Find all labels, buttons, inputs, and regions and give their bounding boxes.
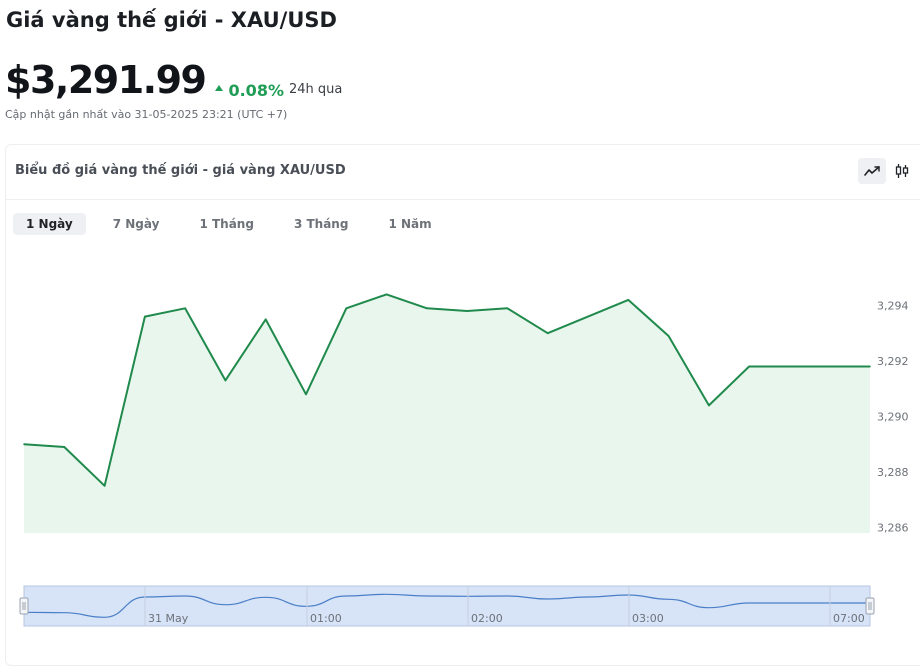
data-point bbox=[748, 365, 750, 368]
candlestick-button[interactable] bbox=[888, 158, 916, 184]
line-chart-button[interactable] bbox=[858, 158, 886, 184]
current-price: $3,291.99 bbox=[5, 58, 207, 102]
data-point bbox=[466, 310, 468, 312]
y-tick-label: 3,294 bbox=[877, 300, 909, 313]
data-point bbox=[828, 365, 831, 368]
navigator-label: 02:00 bbox=[471, 612, 503, 625]
data-point bbox=[184, 307, 186, 310]
data-point bbox=[627, 299, 630, 301]
arrow-up-icon bbox=[215, 85, 224, 91]
change-period: 24h qua bbox=[288, 82, 343, 97]
data-point bbox=[546, 332, 549, 335]
candlestick-icon bbox=[895, 164, 909, 178]
change-percent: 0.08% bbox=[228, 80, 284, 100]
navigator-label: 01:00 bbox=[310, 612, 342, 625]
navigator-label: 07:00 bbox=[833, 612, 865, 625]
y-tick-label: 3,290 bbox=[877, 411, 909, 424]
tab-7-days[interactable]: 7 Ngày bbox=[112, 217, 160, 231]
price-change: 0.08% bbox=[215, 81, 284, 100]
data-point bbox=[708, 404, 710, 407]
price-line bbox=[23, 293, 870, 487]
y-tick-label: 3,286 bbox=[877, 522, 909, 535]
data-point bbox=[144, 315, 146, 318]
chart-card-header: Biểu đồ giá vàng thế giới - giá vàng XAU… bbox=[6, 145, 920, 200]
page-title: Giá vàng thế giới - XAU/USD bbox=[6, 8, 337, 32]
range-navigator[interactable]: 31 May 01:00 02:00 03:00 07:00 bbox=[0, 0, 920, 634]
tab-1-year[interactable]: 1 Năm bbox=[388, 217, 432, 231]
data-point bbox=[305, 393, 307, 396]
price-area-fill bbox=[24, 294, 870, 533]
y-tick-label: 3,288 bbox=[877, 466, 909, 479]
data-point bbox=[587, 315, 589, 318]
data-point bbox=[506, 307, 509, 310]
tab-1-day[interactable]: 1 Ngày bbox=[13, 213, 86, 235]
data-point bbox=[788, 365, 791, 368]
data-point bbox=[103, 485, 106, 487]
tab-1-month[interactable]: 1 Tháng bbox=[199, 217, 254, 231]
navigator-window[interactable] bbox=[23, 585, 871, 627]
navigator-label: 31 May bbox=[148, 612, 189, 625]
data-point bbox=[385, 293, 388, 296]
data-point bbox=[23, 443, 25, 446]
data-point bbox=[63, 446, 66, 448]
data-point bbox=[426, 307, 428, 310]
chart-title: Biểu đồ giá vàng thế giới - giá vàng XAU… bbox=[15, 163, 346, 178]
navigator-line bbox=[23, 593, 870, 618]
data-point bbox=[264, 318, 267, 321]
price-summary: $3,291.99 0.08% 24h qua bbox=[5, 58, 342, 102]
data-point bbox=[869, 365, 871, 368]
data-point bbox=[224, 379, 227, 382]
navigator-handle-right[interactable] bbox=[865, 597, 875, 615]
data-point bbox=[667, 335, 670, 337]
range-tabs: 1 Ngày 7 Ngày 1 Tháng 3 Tháng 1 Năm bbox=[13, 213, 459, 235]
data-point bbox=[345, 307, 348, 310]
navigator-handle-left[interactable] bbox=[19, 597, 29, 615]
last-updated: Cập nhật gần nhất vào 31-05-2025 23:21 (… bbox=[5, 108, 288, 121]
y-tick-label: 3,292 bbox=[877, 355, 909, 368]
tab-3-months[interactable]: 3 Tháng bbox=[293, 217, 349, 231]
navigator-label: 03:00 bbox=[632, 612, 664, 625]
price-chart: 3,294 3,292 3,290 3,288 3,286 bbox=[23, 293, 909, 535]
line-chart-icon bbox=[864, 166, 880, 176]
